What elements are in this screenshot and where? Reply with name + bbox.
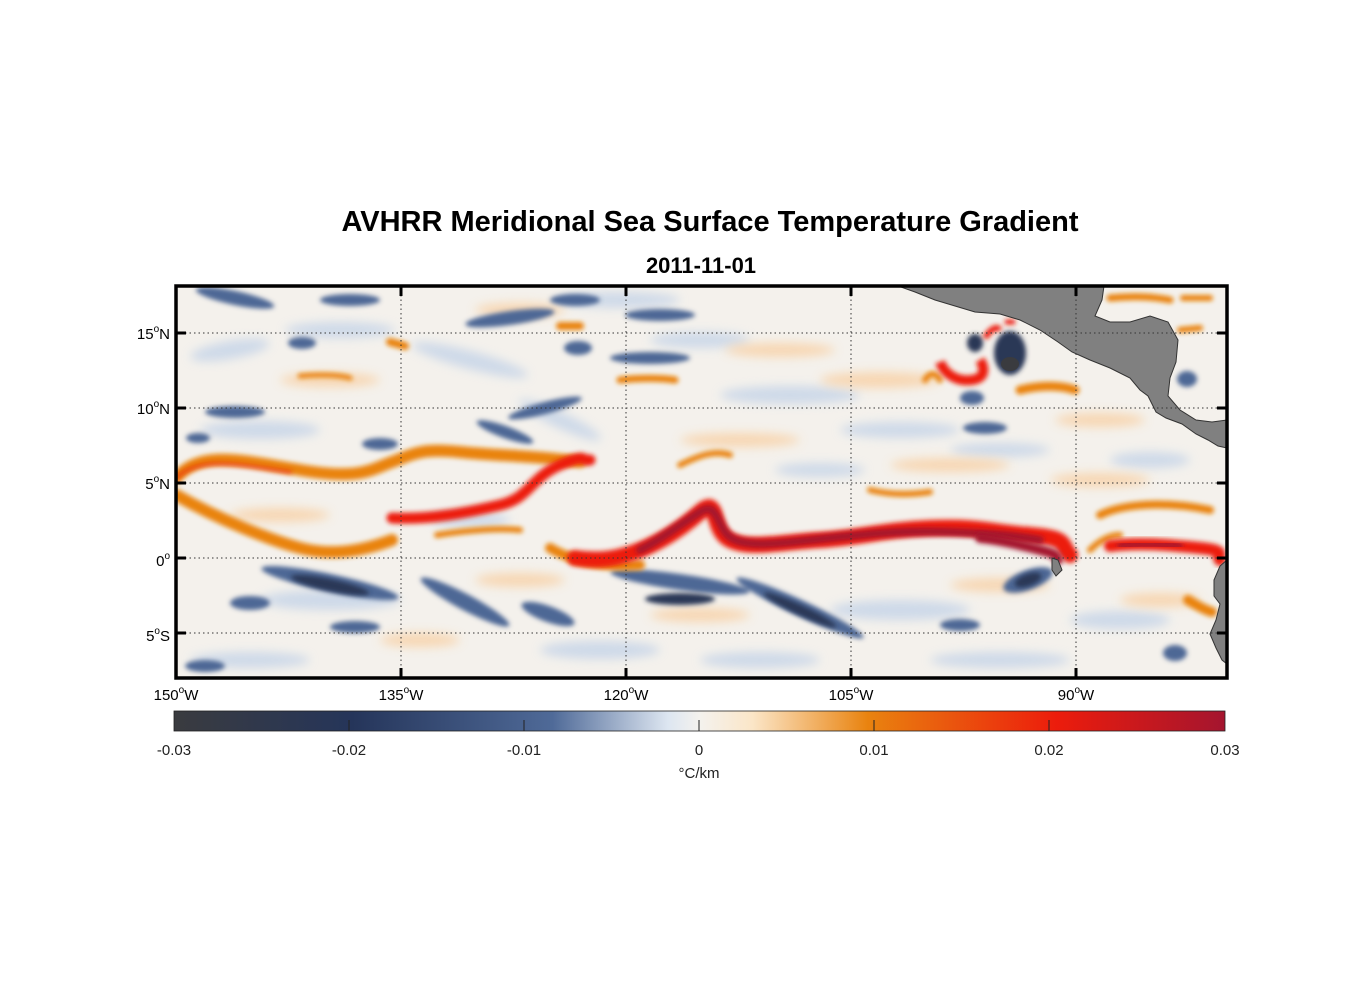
strong-negative-cores [290,331,1042,628]
lat-label-5s: 5oS [146,626,170,645]
lat-label-0: 0o [156,551,170,570]
colorbar-tick-label: 0.01 [859,742,888,759]
coastal-eddies [935,319,1015,386]
colorbar-tick-label: 0.03 [1210,742,1239,759]
colorbar-tick-label: 0.02 [1034,742,1063,759]
lat-label-10n: 10oN [137,399,170,418]
lon-label-150w: 150oW [154,685,200,704]
equatorial-front [176,452,1226,568]
colorbar: -0.03 -0.02 -0.01 0 0.01 0.02 0.03 °C/km [157,710,1240,782]
lat-label-5n: 5oN [145,474,170,493]
map-subtitle: 2011-11-01 [645,253,757,278]
positive-gradient-features [176,293,1217,617]
sst-gradient-field [176,286,1227,678]
colorbar-units-label: °C/km [679,765,720,782]
galapagos-island [1051,557,1063,577]
dark-eddy-core [1001,357,1019,371]
colorbar-tick-label: -0.03 [157,742,191,759]
colorbar-tick-label: -0.01 [507,742,541,759]
lon-label-120w: 120oW [604,685,650,704]
lon-label-105w: 105oW [829,685,875,704]
lon-label-135w: 135oW [379,685,425,704]
longitude-labels: 150oW 135oW 120oW 105oW 90oW [154,685,1095,704]
colorbar-tick-label: 0 [695,742,703,759]
land [897,286,1227,665]
frame-ticks [176,286,1227,678]
map-title: AVHRR Meridional Sea Surface Temperature… [341,206,1079,238]
lon-label-90w: 90oW [1058,685,1095,704]
south-america-landmass [1209,559,1227,665]
latitude-labels: 15oN 10oN 5oN 0o 5oS [137,324,171,645]
central-america-landmass [897,286,1227,449]
colorbar-tick-label: -0.02 [332,742,366,759]
colorbar-ticks [348,720,1050,731]
lat-label-15n: 15oN [137,324,170,343]
